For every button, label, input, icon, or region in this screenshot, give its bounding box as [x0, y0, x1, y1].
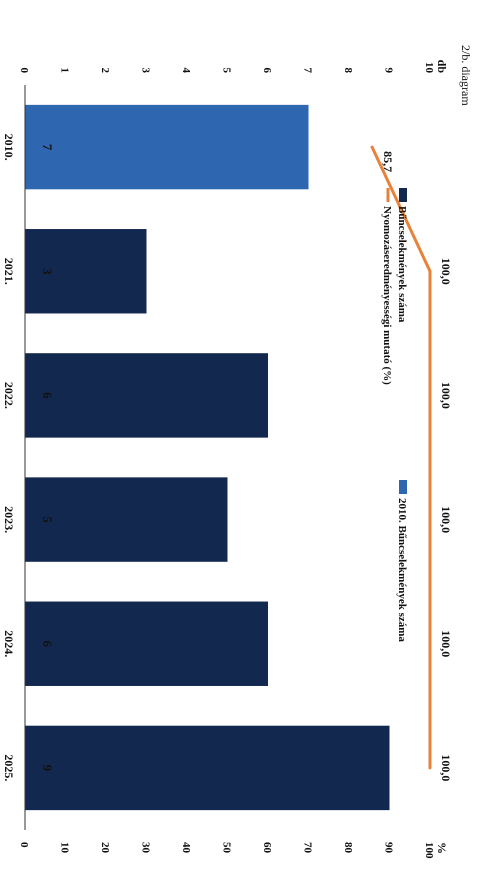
right-axis-tick-label: 20: [99, 842, 111, 854]
line-point: [428, 393, 432, 397]
data-labels: 7 3 6 5 6 9 85,7 100,0 100,0 100,0 100,0 100,0: [40, 144, 453, 782]
category-tick-label: 2024.: [2, 630, 16, 657]
line-series: [370, 145, 432, 770]
legend-swatch: [399, 188, 407, 202]
left-axis-tick-label: 3: [140, 68, 152, 74]
right-axis-tick-label: 100: [423, 842, 435, 859]
legend: Bűncselekmények száma 2010. Bűncselekmény…: [381, 188, 408, 642]
left-axis-tick-label: 2: [99, 68, 111, 74]
bar-value-label: 3: [40, 268, 55, 275]
bar: [25, 725, 390, 811]
bar-value-label: 6: [40, 392, 55, 399]
right-axis-title: %: [435, 842, 449, 854]
category-tick-label: 2025.: [2, 754, 16, 781]
bars: [25, 104, 390, 811]
line-point: [428, 766, 432, 770]
left-axis-title: db: [435, 60, 449, 74]
left-axis-tick-label: 10: [423, 62, 435, 74]
category-tick-label: 2010.: [2, 134, 16, 161]
page-label: 2/b. diagram: [459, 45, 473, 106]
left-axis-tick-label: 4: [180, 68, 192, 74]
line-value-label: 100,0: [439, 506, 453, 533]
right-axis-tick-label: 60: [261, 842, 273, 854]
left-axis-tick-label: 1: [59, 68, 71, 74]
right-axis-tick-label: 50: [221, 842, 233, 854]
bar: [25, 229, 147, 314]
legend-label: 2010. Bűncselekmények száma: [396, 498, 408, 642]
line-value-label: 100,0: [439, 382, 453, 409]
axes: 0 1 2 3 4 5 6 7 8 9 10 db0 10 20 30 40 50 60 70 80 90 100 %201…: [2, 60, 449, 859]
left-axis-tick-label: 6: [261, 68, 273, 74]
right-axis-tick-label: 80: [342, 842, 354, 854]
left-axis-tick-label: 0: [18, 68, 30, 74]
legend-swatch: [399, 480, 407, 494]
bar-value-label: 5: [40, 516, 55, 523]
right-axis-tick-label: 40: [180, 842, 192, 854]
left-axis-tick-label: 7: [302, 68, 314, 74]
bar: [25, 104, 309, 190]
bar: [25, 353, 268, 438]
line-point: [428, 269, 432, 273]
bar: [25, 477, 228, 562]
legend-label: Nyomozáseredményességi mutató (%): [381, 206, 393, 385]
category-tick-label: 2023.: [2, 506, 16, 533]
line-value-label: 85,7: [381, 151, 395, 172]
right-axis-tick-label: 90: [383, 842, 395, 854]
bar-value-label: 9: [40, 765, 55, 772]
line-value-label: 100,0: [439, 630, 453, 657]
right-axis-tick-label: 70: [302, 842, 314, 854]
left-axis-tick-label: 5: [221, 68, 233, 74]
left-axis-tick-label: 8: [342, 68, 354, 74]
left-axis-tick-label: 9: [383, 68, 395, 74]
line-value-label: 100,0: [439, 754, 453, 781]
bar: [25, 601, 268, 686]
line-point: [428, 642, 432, 646]
right-axis-tick-label: 0: [18, 842, 30, 848]
category-tick-label: 2021.: [2, 258, 16, 285]
line-series-path: [370, 146, 432, 768]
legend-label: Bűncselekmények száma: [396, 206, 408, 323]
line-point: [428, 518, 432, 522]
category-tick-label: 2022.: [2, 382, 16, 409]
bar-value-label: 7: [40, 144, 55, 151]
line-value-label: 100,0: [439, 258, 453, 285]
right-axis-tick-label: 10: [59, 842, 71, 854]
chart-area: 7 3 6 5 6 9 85,7 100,0 100,0 100,0 100,0 100,0 0 1 2 3…: [2, 60, 453, 859]
right-axis-tick-label: 30: [140, 842, 152, 854]
line-point: [370, 145, 374, 149]
bar-value-label: 6: [40, 641, 55, 648]
